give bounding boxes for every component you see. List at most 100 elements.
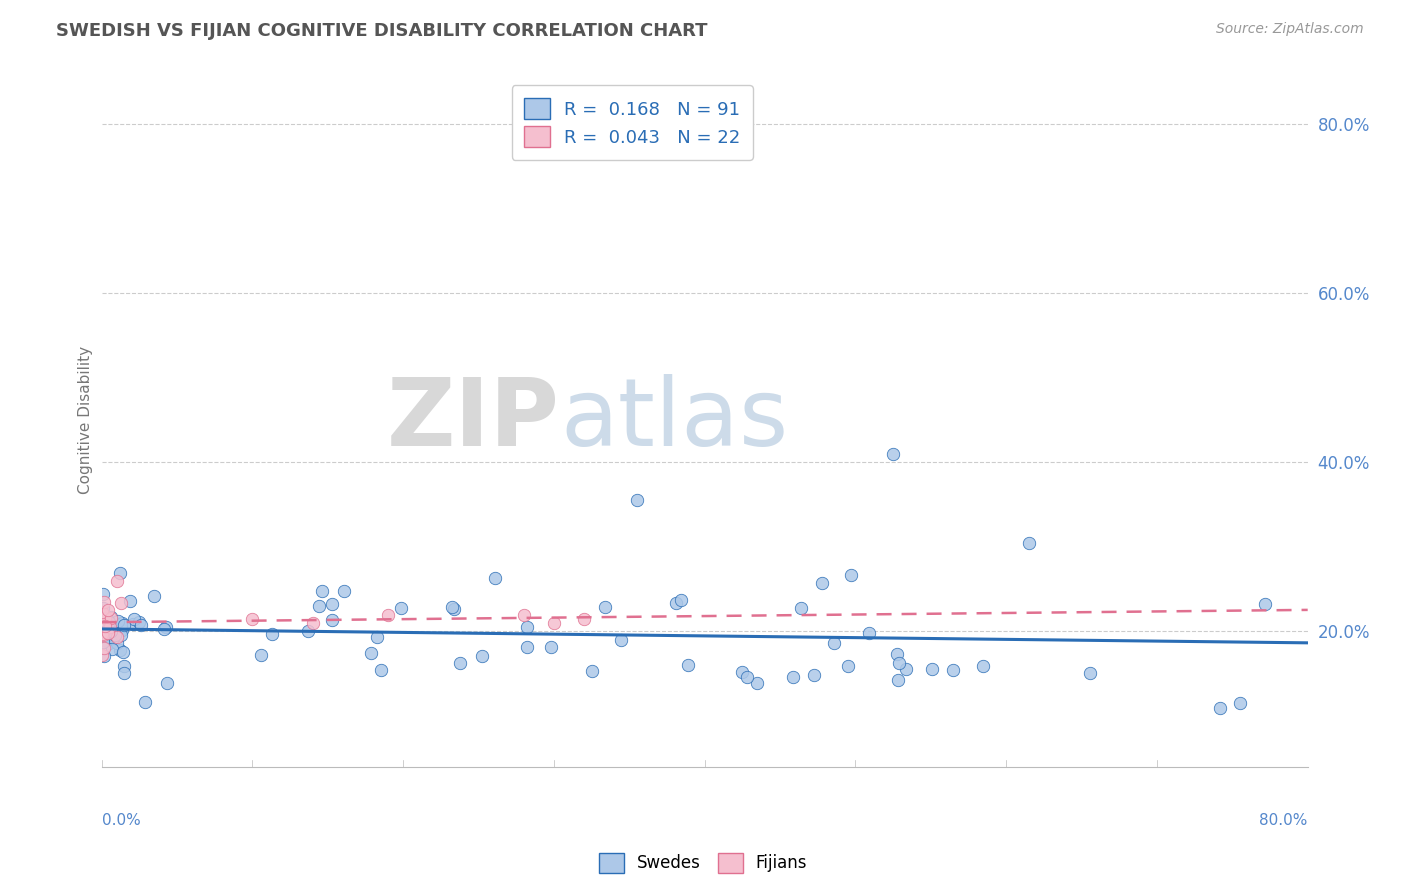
Point xyxy=(321,597,343,611)
Point xyxy=(105,635,128,649)
Point xyxy=(887,673,910,688)
Point xyxy=(94,624,117,639)
Point xyxy=(572,612,595,626)
Text: 80.0%: 80.0% xyxy=(1260,814,1308,829)
Point xyxy=(96,626,118,640)
Point xyxy=(103,631,125,645)
Point xyxy=(882,447,904,461)
Point xyxy=(823,636,845,650)
Point xyxy=(112,659,135,673)
Point xyxy=(972,659,994,673)
Point xyxy=(1254,597,1277,611)
Point xyxy=(91,605,114,619)
Point xyxy=(366,630,388,644)
Point xyxy=(839,568,862,582)
Point xyxy=(669,593,692,607)
Point xyxy=(249,648,271,662)
Point xyxy=(153,622,176,636)
Point xyxy=(122,617,145,632)
Point xyxy=(98,630,121,644)
Point xyxy=(156,676,179,690)
Point xyxy=(94,619,117,633)
Point xyxy=(97,636,120,650)
Point xyxy=(1209,700,1232,714)
Point xyxy=(91,601,114,615)
Y-axis label: Cognitive Disability: Cognitive Disability xyxy=(79,346,93,494)
Point xyxy=(110,596,132,610)
Point xyxy=(581,665,603,679)
Point xyxy=(894,662,917,676)
Point xyxy=(100,611,122,625)
Point xyxy=(91,628,114,642)
Point xyxy=(93,595,115,609)
Point xyxy=(97,603,120,617)
Point xyxy=(91,626,114,640)
Point xyxy=(1229,697,1251,711)
Point xyxy=(370,663,392,677)
Point xyxy=(858,626,880,640)
Point xyxy=(93,641,115,656)
Point xyxy=(665,596,688,610)
Point xyxy=(111,644,134,658)
Point xyxy=(91,587,114,601)
Text: atlas: atlas xyxy=(560,374,789,466)
Point xyxy=(96,612,118,626)
Point xyxy=(360,646,382,660)
Point xyxy=(103,618,125,632)
Point xyxy=(111,616,134,631)
Point xyxy=(128,615,150,629)
Point xyxy=(512,607,534,622)
Point xyxy=(484,571,506,585)
Point xyxy=(321,613,343,627)
Point xyxy=(731,665,754,679)
Point xyxy=(93,608,115,623)
Point xyxy=(240,612,263,626)
Point xyxy=(94,611,117,625)
Point xyxy=(626,493,648,508)
Point xyxy=(921,662,943,676)
Point xyxy=(100,624,122,638)
Point xyxy=(112,618,135,632)
Point xyxy=(155,620,177,634)
Point xyxy=(1018,535,1040,549)
Point xyxy=(1080,666,1102,681)
Point xyxy=(91,634,114,648)
Point xyxy=(97,615,120,630)
Point xyxy=(942,663,965,677)
Point xyxy=(333,584,356,599)
Point xyxy=(389,600,412,615)
Point xyxy=(441,600,464,615)
Point xyxy=(122,612,145,626)
Point xyxy=(110,628,132,642)
Text: ZIP: ZIP xyxy=(387,374,560,466)
Point xyxy=(810,575,832,590)
Legend: Swedes, Fijians: Swedes, Fijians xyxy=(592,847,814,880)
Point xyxy=(471,648,494,663)
Point xyxy=(301,615,323,630)
Point xyxy=(91,632,114,647)
Point xyxy=(260,627,283,641)
Point xyxy=(540,640,562,654)
Point xyxy=(377,607,399,622)
Point xyxy=(311,584,333,599)
Text: SWEDISH VS FIJIAN COGNITIVE DISABILITY CORRELATION CHART: SWEDISH VS FIJIAN COGNITIVE DISABILITY C… xyxy=(56,22,707,40)
Point xyxy=(97,626,120,640)
Point xyxy=(449,656,471,670)
Point xyxy=(887,657,910,671)
Point xyxy=(142,589,165,603)
Point xyxy=(443,601,465,615)
Point xyxy=(108,566,131,581)
Point xyxy=(134,695,156,709)
Point xyxy=(111,624,134,638)
Point xyxy=(101,642,124,657)
Point xyxy=(297,624,319,638)
Point xyxy=(676,657,699,672)
Point xyxy=(112,666,135,681)
Point xyxy=(104,627,127,641)
Point xyxy=(94,624,117,639)
Point xyxy=(737,670,759,684)
Point xyxy=(610,633,633,648)
Point xyxy=(98,619,121,633)
Point xyxy=(105,574,128,588)
Legend: R =  0.168   N = 91, R =  0.043   N = 22: R = 0.168 N = 91, R = 0.043 N = 22 xyxy=(512,86,752,160)
